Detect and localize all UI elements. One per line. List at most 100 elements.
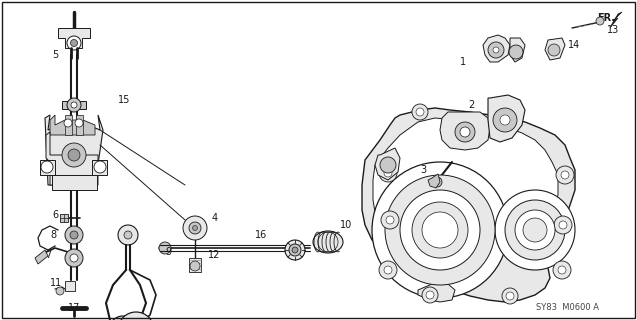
Circle shape (412, 202, 468, 258)
Polygon shape (375, 148, 400, 180)
Polygon shape (610, 12, 622, 28)
Circle shape (384, 169, 392, 177)
Circle shape (68, 149, 80, 161)
Text: 9: 9 (165, 247, 171, 257)
Circle shape (432, 177, 442, 187)
Circle shape (94, 161, 106, 173)
Circle shape (422, 212, 458, 248)
Text: 14: 14 (568, 40, 580, 50)
Circle shape (67, 98, 81, 112)
Polygon shape (488, 95, 525, 142)
Circle shape (70, 231, 78, 239)
Circle shape (488, 42, 504, 58)
Circle shape (455, 122, 475, 142)
Circle shape (502, 288, 518, 304)
Circle shape (118, 312, 154, 320)
Circle shape (190, 261, 200, 271)
Circle shape (515, 210, 555, 250)
Polygon shape (65, 281, 75, 291)
Circle shape (556, 166, 574, 184)
Polygon shape (52, 175, 97, 190)
Circle shape (285, 240, 305, 260)
Text: 7: 7 (45, 250, 51, 260)
Circle shape (385, 175, 495, 285)
Circle shape (500, 115, 510, 125)
Text: 12: 12 (208, 250, 220, 260)
Text: 11: 11 (50, 278, 62, 288)
Polygon shape (428, 174, 440, 188)
Polygon shape (62, 101, 86, 109)
Circle shape (502, 104, 518, 120)
Circle shape (416, 108, 424, 116)
Polygon shape (373, 118, 558, 242)
Circle shape (505, 200, 565, 260)
Text: SY83  M0600 A: SY83 M0600 A (536, 303, 599, 313)
Circle shape (189, 222, 201, 234)
Circle shape (460, 127, 470, 137)
Circle shape (381, 211, 399, 229)
Circle shape (384, 266, 392, 274)
Circle shape (412, 104, 428, 120)
Polygon shape (189, 258, 201, 272)
Polygon shape (45, 115, 103, 185)
Ellipse shape (313, 231, 343, 253)
Circle shape (400, 190, 480, 270)
Circle shape (289, 244, 301, 256)
Text: 8: 8 (50, 230, 56, 240)
Circle shape (70, 254, 78, 262)
Text: 4: 4 (212, 213, 218, 223)
Text: 17: 17 (68, 303, 80, 313)
Polygon shape (46, 132, 98, 185)
Polygon shape (40, 160, 55, 175)
Polygon shape (76, 115, 83, 135)
Circle shape (183, 216, 207, 240)
Text: 16: 16 (255, 230, 268, 240)
Circle shape (192, 226, 197, 230)
Circle shape (379, 164, 397, 182)
Circle shape (559, 221, 567, 229)
Circle shape (65, 249, 83, 267)
Circle shape (422, 287, 438, 303)
Circle shape (554, 216, 572, 234)
Circle shape (56, 287, 64, 295)
Circle shape (64, 119, 72, 127)
Polygon shape (60, 214, 68, 222)
Circle shape (506, 108, 514, 116)
Text: 2: 2 (468, 100, 475, 110)
Circle shape (380, 157, 396, 173)
Circle shape (372, 162, 508, 298)
Polygon shape (483, 35, 510, 62)
Text: FR.: FR. (597, 13, 615, 23)
Circle shape (506, 292, 514, 300)
Circle shape (159, 242, 171, 254)
Text: 5: 5 (52, 50, 58, 60)
Polygon shape (50, 115, 95, 135)
Circle shape (292, 247, 298, 253)
Text: 10: 10 (340, 220, 352, 230)
Polygon shape (58, 28, 90, 48)
Text: 15: 15 (118, 95, 131, 105)
Polygon shape (92, 160, 107, 175)
Circle shape (386, 216, 394, 224)
Circle shape (553, 261, 571, 279)
Circle shape (75, 119, 83, 127)
Polygon shape (362, 108, 575, 302)
Circle shape (596, 17, 604, 25)
Polygon shape (440, 112, 490, 150)
Circle shape (493, 47, 499, 53)
Circle shape (426, 291, 434, 299)
Polygon shape (510, 38, 525, 62)
Circle shape (558, 266, 566, 274)
Circle shape (124, 231, 132, 239)
Text: 6: 6 (52, 210, 58, 220)
Circle shape (71, 39, 78, 46)
Circle shape (109, 316, 137, 320)
Circle shape (548, 44, 560, 56)
Text: 13: 13 (607, 25, 619, 35)
Text: 3: 3 (420, 165, 426, 175)
Circle shape (379, 261, 397, 279)
Polygon shape (545, 38, 565, 60)
Circle shape (561, 171, 569, 179)
Circle shape (62, 143, 86, 167)
Circle shape (118, 225, 138, 245)
